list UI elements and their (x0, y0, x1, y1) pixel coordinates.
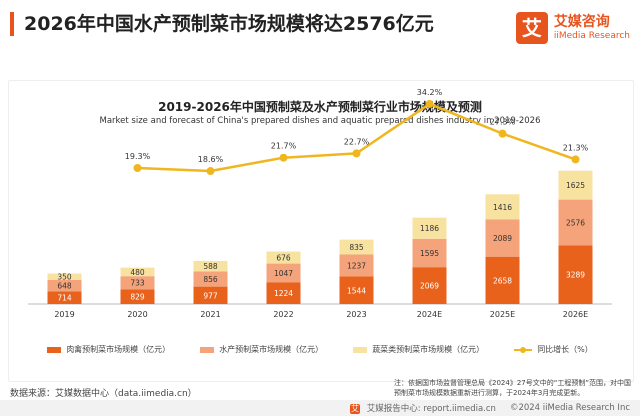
bar-2023-series-1 (339, 276, 374, 304)
bar-label-2025E-series-2: 2089 (493, 234, 512, 243)
brand-name-en: iiMedia Research (553, 31, 630, 41)
bar-2022-series-1 (266, 282, 301, 304)
bar-2024E-series-3 (412, 217, 447, 239)
bar-label-2021-series-3: 588 (203, 262, 218, 271)
bar-2020-series-1 (120, 289, 155, 304)
growth-point-2022 (279, 153, 288, 162)
bar-label-2024E-series-2: 1595 (420, 249, 439, 258)
bar-label-2026E-series-2: 2576 (566, 219, 585, 228)
bar-2022-series-3 (266, 251, 301, 264)
bar-2025E-series-1 (485, 256, 520, 304)
brand-logo-icon: 艾 (515, 12, 548, 44)
legend-item-vegetable: 蔬菜类预制菜市场规模（亿元） (353, 344, 484, 355)
bar-label-2020-series-3: 480 (130, 268, 145, 277)
footer-bar: 艾 艾媒报告中心: report.iimedia.cn ©2024 iiMedi… (0, 400, 640, 416)
source-text: 数据来源：艾媒数据中心（data.iimedia.cn） (10, 389, 197, 399)
legend-swatch-vegetable (353, 346, 368, 353)
page-title: 2026年中国水产预制菜市场规模将达2576亿元 (10, 12, 434, 36)
bar-label-2025E-series-3: 1416 (493, 203, 512, 212)
legend-item-meat: 肉禽预制菜市场规模（亿元） (47, 344, 170, 355)
legend-item-aquatic: 水产预制菜市场规模（亿元） (200, 344, 323, 355)
bar-2026E-series-1 (558, 245, 593, 304)
brand: 艾 艾媒咨询 iiMedia Research (515, 10, 630, 46)
bar-2022-series-2 (266, 263, 301, 283)
growth-point-2023 (352, 149, 361, 158)
bar-label-2021-series-1: 977 (203, 291, 218, 300)
chart-subtitle: Market size and forecast of China's prep… (99, 116, 541, 126)
bar-2019-series-3 (47, 273, 82, 280)
x-tick-label-2019: 2019 (54, 310, 74, 319)
legend-swatch-aquatic (200, 346, 215, 353)
chart-panel (8, 80, 634, 382)
bar-2026E-series-2 (558, 199, 593, 246)
bar-label-2023-series-2: 1237 (347, 262, 366, 271)
growth-label-2023: 22.7% (344, 137, 370, 146)
footer-copyright: ©2024 iiMedia Research Inc (509, 403, 630, 413)
growth-label-2022: 21.7% (271, 142, 297, 151)
bar-label-2019-series-3: 350 (57, 273, 72, 282)
bar-2019-series-2 (47, 279, 82, 292)
bar-2024E-series-2 (412, 238, 447, 268)
bar-2019-series-1 (47, 291, 82, 304)
bar-label-2024E-series-1: 2069 (420, 282, 439, 291)
bar-2021-series-1 (193, 286, 228, 304)
growth-point-2025E (498, 129, 507, 138)
x-tick-label-2024E: 2024E (417, 310, 442, 319)
bar-label-2020-series-2: 733 (130, 279, 145, 288)
chart-title: 2019-2026年中国预制菜及水产预制菜行业市场规模及预测 (158, 100, 482, 114)
growth-point-2021 (206, 167, 215, 176)
legend-label-meat: 肉禽预制菜市场规模（亿元） (66, 345, 171, 354)
bar-label-2025E-series-1: 2658 (493, 276, 512, 285)
bar-label-2022-series-1: 1224 (274, 289, 293, 298)
x-tick-label-2026E: 2026E (563, 310, 588, 319)
legend-label-growth: 同比增长（%） (537, 345, 593, 354)
bar-2023-series-3 (339, 239, 374, 255)
bar-2025E-series-2 (485, 219, 520, 257)
growth-label-2024E: 34.2% (417, 88, 443, 97)
bar-2024E-series-1 (412, 267, 447, 304)
growth-point-2020 (133, 164, 142, 173)
legend-label-aquatic: 水产预制菜市场规模（亿元） (219, 345, 324, 354)
legend-swatch-meat (47, 346, 62, 353)
bar-2025E-series-3 (485, 194, 520, 220)
x-tick-label-2020: 2020 (127, 310, 147, 319)
growth-label-2021: 18.6% (198, 155, 224, 164)
legend-item-growth: 同比增长（%） (514, 344, 593, 355)
bar-label-2019-series-2: 648 (57, 282, 72, 291)
x-tick-label-2022: 2022 (273, 310, 293, 319)
growth-label-2020: 19.3% (125, 152, 151, 161)
growth-point-2024E (425, 99, 434, 108)
bar-label-2022-series-2: 1047 (274, 269, 293, 278)
bar-label-2026E-series-1: 3289 (566, 271, 585, 280)
growth-label-2026E: 21.3% (563, 143, 589, 152)
bar-2020-series-2 (120, 276, 155, 290)
bar-2023-series-2 (339, 254, 374, 277)
footer-report-link[interactable]: 艾媒报告中心: report.iimedia.cn (366, 404, 496, 414)
bar-2021-series-3 (193, 260, 228, 272)
brand-name: 艾媒咨询 (553, 14, 610, 30)
legend-swatch-growth (514, 346, 533, 353)
growth-label-2025E: 27.3% (490, 118, 516, 127)
bar-2021-series-2 (193, 271, 228, 287)
x-tick-label-2023: 2023 (346, 310, 366, 319)
bar-2026E-series-3 (558, 170, 593, 200)
bar-label-2020-series-1: 829 (130, 293, 145, 302)
bar-2020-series-3 (120, 267, 155, 277)
note-text: 注：依据国市场监督管理总局《2024》27号文中的“工程预制”范围，对中国预制菜… (394, 379, 631, 397)
bar-label-2022-series-3: 676 (276, 254, 291, 263)
x-tick-label-2025E: 2025E (490, 310, 515, 319)
bar-label-2023-series-1: 1544 (347, 286, 366, 295)
bar-label-2021-series-2: 856 (203, 275, 218, 284)
growth-point-2026E (571, 155, 580, 164)
chart-legend: 肉禽预制菜市场规模（亿元） 水产预制菜市场规模（亿元） 蔬菜类预制菜市场规模（亿… (0, 344, 640, 355)
legend-label-vegetable: 蔬菜类预制菜市场规模（亿元） (372, 345, 485, 354)
bar-label-2024E-series-3: 1186 (420, 224, 439, 233)
bar-label-2019-series-1: 714 (57, 294, 72, 303)
bar-label-2023-series-3: 835 (349, 243, 364, 252)
report-center-icon: 艾 (350, 404, 361, 414)
x-tick-label-2021: 2021 (200, 310, 220, 319)
bar-label-2026E-series-3: 1625 (566, 181, 585, 190)
